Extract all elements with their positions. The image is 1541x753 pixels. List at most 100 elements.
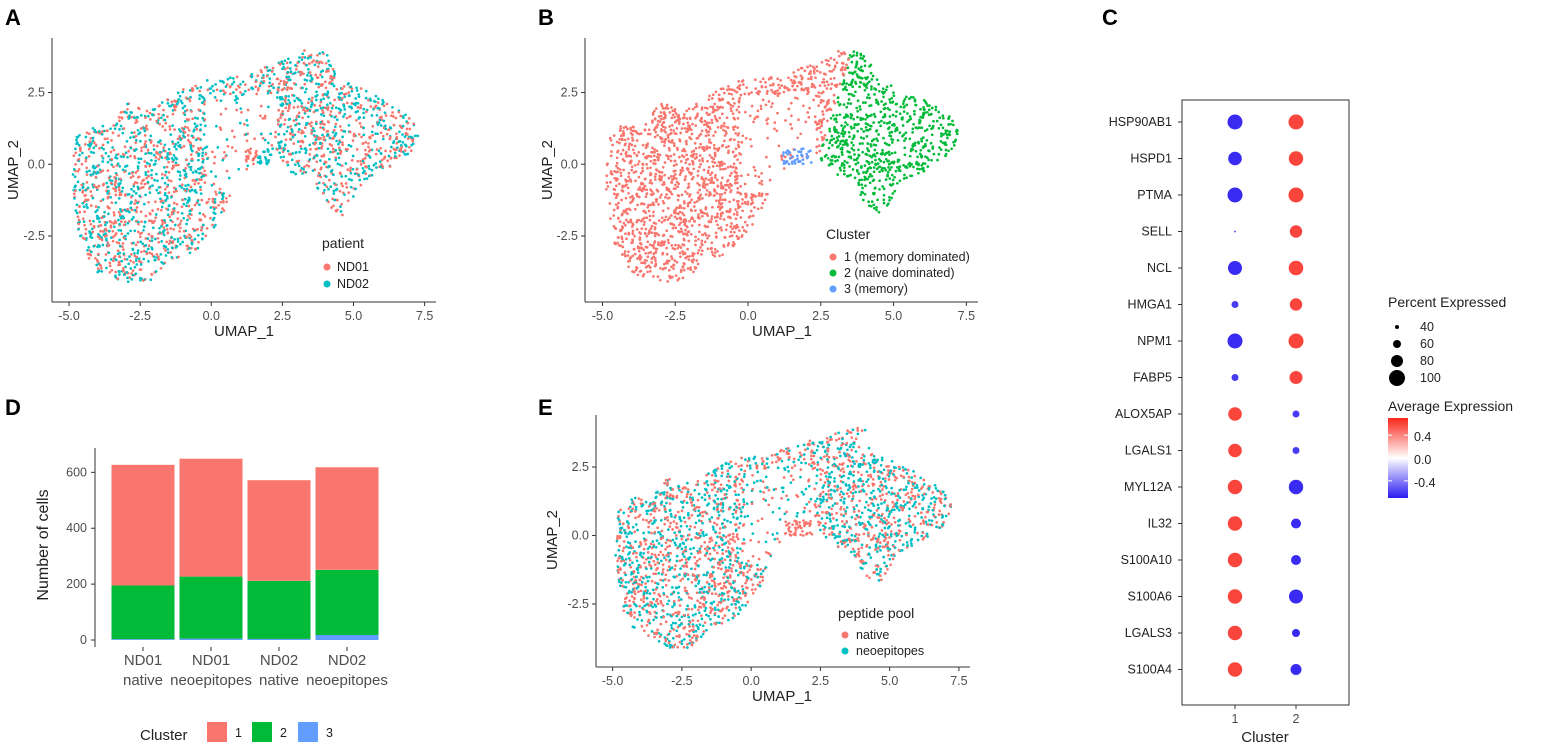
- cell-point: [185, 158, 188, 162]
- cell-point: [732, 88, 735, 92]
- cell-point: [782, 167, 786, 170]
- cell-point: [301, 55, 304, 59]
- cell-point: [825, 138, 829, 142]
- cell-point: [368, 148, 372, 152]
- cell-point: [723, 183, 727, 187]
- cell-point: [97, 269, 101, 273]
- cell-point: [724, 129, 728, 133]
- cell-point: [98, 237, 102, 240]
- cell-point: [842, 169, 846, 173]
- cell-point: [175, 147, 178, 151]
- cell-point: [163, 143, 167, 147]
- cell-point: [118, 263, 122, 266]
- cell-point: [212, 161, 216, 165]
- cell-point: [285, 75, 288, 79]
- cell-point: [183, 197, 187, 201]
- cell-point: [847, 92, 851, 96]
- cell-point: [203, 146, 207, 150]
- cell-point: [101, 169, 105, 173]
- cell-point: [770, 105, 773, 109]
- cell-point: [676, 247, 680, 250]
- cell-point: [365, 110, 368, 114]
- cell-point: [661, 107, 665, 110]
- cell-point: [211, 150, 214, 154]
- cell-point: [838, 102, 842, 106]
- cell-point: [873, 154, 877, 158]
- cell-point: [665, 154, 668, 157]
- cell-point: [664, 114, 667, 117]
- cell-point: [160, 223, 164, 226]
- cell-point: [118, 164, 122, 168]
- cell-point: [281, 109, 285, 113]
- cell-point: [655, 168, 658, 171]
- cell-point: [870, 139, 874, 143]
- cell-point: [373, 140, 377, 143]
- cell-point: [864, 117, 867, 121]
- cell-point: [708, 138, 711, 142]
- cell-point: [682, 122, 685, 126]
- cell-point: [908, 137, 912, 141]
- cell-point: [649, 203, 653, 207]
- cell-point: [919, 107, 922, 111]
- cell-point: [154, 270, 158, 273]
- cell-point: [617, 201, 620, 205]
- cell-point: [315, 98, 318, 102]
- cell-point: [699, 132, 703, 136]
- cell-point: [97, 252, 100, 256]
- cell-point: [872, 121, 875, 124]
- cell-point: [170, 157, 174, 160]
- cell-point: [908, 154, 912, 158]
- cell-point: [653, 226, 657, 229]
- bar-segment-cluster1: [247, 480, 311, 581]
- cell-point: [331, 150, 335, 154]
- cell-point: [743, 182, 747, 186]
- cell-point: [170, 212, 174, 216]
- cell-point: [841, 62, 845, 65]
- x-category-labels-d: ND01 native ND01 neoepitopes ND02 native…: [123, 652, 388, 689]
- cell-point: [777, 144, 781, 148]
- cell-point: [364, 140, 368, 144]
- cell-point: [680, 193, 684, 197]
- cell-point: [881, 148, 884, 152]
- cell-point: [110, 268, 114, 272]
- cell-point: [685, 495, 689, 499]
- cell-point: [106, 137, 109, 141]
- cell-point: [670, 586, 674, 589]
- cell-point: [316, 76, 320, 79]
- cell-point: [109, 150, 113, 154]
- cell-point: [100, 270, 103, 273]
- cell-point: [678, 138, 681, 141]
- cell-point: [894, 114, 898, 118]
- cell-point: [869, 166, 873, 170]
- cell-point: [627, 265, 630, 269]
- cell-point: [111, 146, 114, 149]
- cell-point: [144, 164, 147, 168]
- cell-point: [125, 258, 129, 261]
- cell-point: [719, 167, 722, 171]
- cell-point: [116, 277, 119, 280]
- cell-point: [665, 259, 669, 263]
- cell-point: [615, 164, 618, 168]
- cell-point: [844, 113, 848, 117]
- y-tick-label: 0.0: [28, 157, 45, 171]
- y-tick-label: 2.5: [28, 86, 45, 100]
- cell-point: [746, 173, 750, 177]
- umap-points-e: [614, 426, 953, 649]
- cell-point: [888, 115, 892, 118]
- cell-point: [276, 118, 280, 122]
- cell-point: [666, 238, 670, 242]
- cell-point: [738, 229, 741, 232]
- cell-point: [129, 195, 133, 199]
- cell-point: [243, 89, 247, 93]
- cell-point: [163, 187, 167, 191]
- cell-point: [204, 173, 208, 177]
- cell-point: [349, 85, 353, 89]
- cell-point: [653, 241, 656, 245]
- cell-point: [807, 72, 811, 76]
- size-legend-label: 80: [1420, 354, 1434, 368]
- cell-point: [199, 146, 203, 150]
- cell-point: [288, 101, 292, 105]
- cell-point: [149, 139, 153, 143]
- cell-point: [101, 124, 105, 128]
- cell-point: [319, 159, 322, 162]
